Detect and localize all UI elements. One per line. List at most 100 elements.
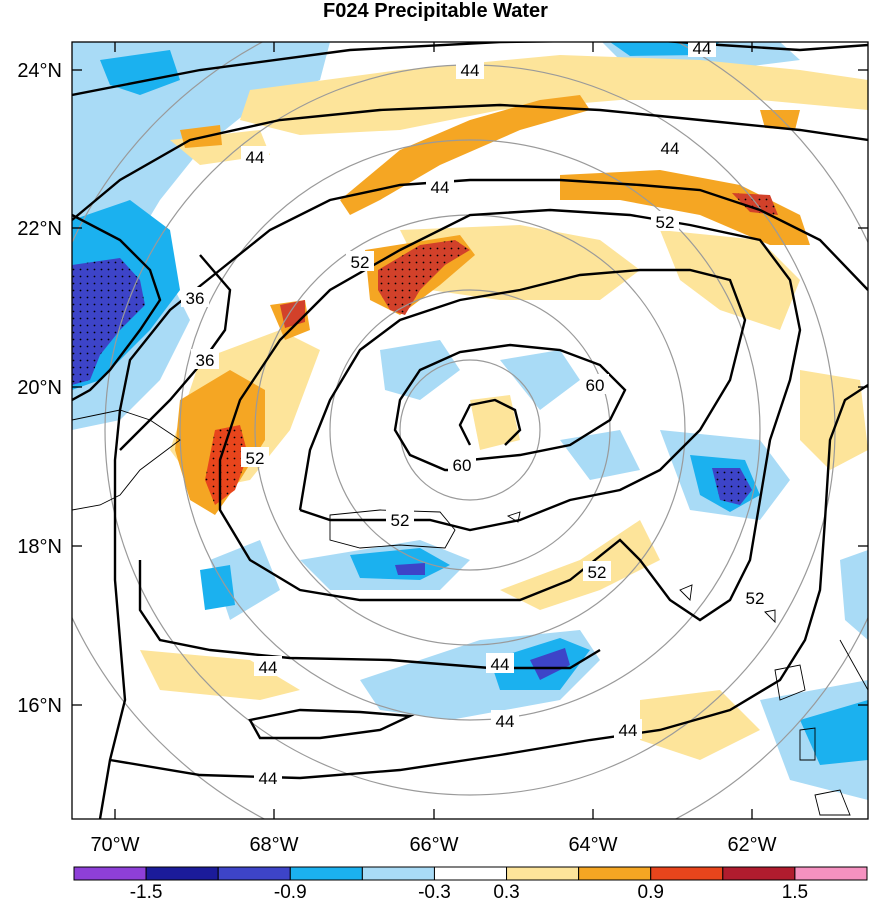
coastline-island [814,789,851,816]
lon-tick-label: 68°W [249,834,298,856]
contour-52 [298,268,747,532]
neg-light-area [560,430,640,480]
contour-label: 52 [246,449,265,468]
pos-strong-area [205,425,248,505]
neg-light-area [72,42,330,320]
lat-tick-label: 24°N [17,60,62,82]
shaded-field [72,42,868,800]
contour-44 [109,383,868,780]
colorbar-label: 1.5 [782,882,808,900]
contour-label-bg [456,59,484,79]
contour-label-bg [448,454,476,474]
coastline-island [679,584,693,601]
contour-label: 36 [186,289,205,308]
contour-label-bg [491,710,519,730]
lat-tick-label: 18°N [17,536,62,558]
contour-label: 60 [453,456,472,475]
pos-light-area [500,520,660,610]
contour-label: 44 [496,712,515,731]
colorbar-swatch [794,866,868,881]
contour-label-bg [614,719,642,739]
contour-label: 44 [661,139,680,158]
contour-label-bg [656,137,684,157]
colorbar-label: 0.9 [638,882,664,900]
lat-axis: 24°N 22°N 20°N 18°N 16°N [17,60,868,717]
contour-label-bg [741,587,769,607]
contour-label-bg [651,211,679,231]
contour-label-bg [181,287,209,307]
colorbar-swatch [73,866,147,881]
neg-strong-area [72,258,145,385]
colorbar-swatch [289,866,363,881]
neg-light-area [840,550,868,640]
contour-label-bg [386,509,414,529]
neg-mid-area [100,50,180,95]
coastlines [72,409,868,816]
contour-44 [248,708,415,740]
contour-label-bg [241,146,269,166]
contour-label: 36 [196,351,215,370]
contour-label: 44 [693,39,712,58]
contour-60 [458,398,522,446]
contour-label: 44 [259,769,278,788]
pos-light-area [240,55,868,135]
contour-label: 44 [491,655,510,674]
contour-label-bg [426,176,454,196]
colorbar-swatch [433,866,508,881]
contour-52 [218,208,802,622]
contour-44 [72,42,868,97]
coastline-island [764,609,776,624]
contour-label-bg [254,656,282,676]
colorbar-label: -1.5 [130,882,163,900]
contour-label-bg [486,653,514,673]
colorbar-swatch [650,866,724,881]
contours [72,42,868,819]
colorbar-label: 0.3 [493,882,519,900]
colorbar-swatch [217,866,291,881]
contour-label-bg [346,251,374,271]
colorbar: -1.5 -0.9 -0.3 0.3 0.9 1.5 [73,866,868,900]
colorbar-swatch [506,866,580,881]
lon-tick-label: 64°W [568,834,617,856]
pos-strong-area [378,240,470,315]
coastline-island [506,511,521,523]
plot-frame [71,41,869,820]
contour-label: 52 [746,589,765,608]
pos-strong-area [732,193,778,215]
contour-44 [138,560,601,670]
contour-label: 44 [619,721,638,740]
colorbar-label: -0.9 [274,882,307,900]
contour-label-bg [241,447,269,467]
contour-label: 52 [391,511,410,530]
colorbar-swatch [578,866,652,881]
contour-60 [393,343,627,472]
neg-strong-area [395,563,425,575]
range-ring [179,139,761,721]
contour-36 [72,213,162,402]
contour-labels: 44 44 44 44 44 44 44 44 44 44 36 36 52 52 52 52 52 52 60 60 [181,37,769,788]
coastline-island [799,727,816,761]
colorbar-swatch [145,866,219,881]
coastline-island [839,639,868,691]
contour-44 [72,103,868,221]
neg-strong-area [712,468,752,505]
colorbar-swatch [722,866,796,881]
contour-label: 52 [656,213,675,232]
colorbar-swatch [361,866,435,881]
neg-mid-area [200,565,235,610]
contour-label: 44 [246,148,265,167]
lat-tick-label: 16°N [17,695,62,717]
lat-tick-label: 20°N [17,377,62,399]
contour-label-bg [254,767,282,787]
coastline-hispaniola [72,409,181,511]
colorbar-label: -0.3 [418,882,451,900]
pos-light-area [470,395,520,450]
contour-label: 44 [259,658,278,677]
range-ring [399,359,541,501]
contour-label-bg [581,374,609,394]
lon-tick-label: 70°W [90,834,139,856]
lon-axis: 70°W 68°W 66°W 64°W 62°W [90,42,777,856]
pos-mid-area [760,110,800,130]
neg-strong-area [530,648,570,680]
contour-label: 60 [586,376,605,395]
